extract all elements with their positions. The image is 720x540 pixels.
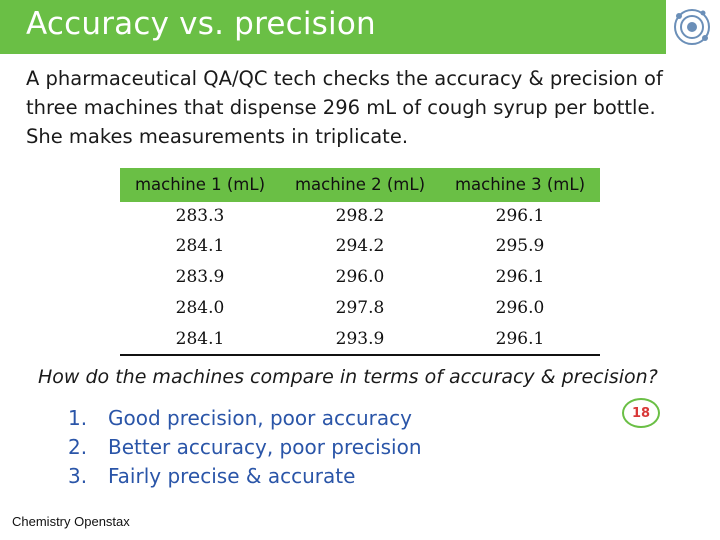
table-cell: 284.1: [175, 329, 225, 349]
answer-options-list: 1. Good precision, poor accuracy 2. Better…: [68, 404, 422, 491]
table-cell: 294.2: [335, 236, 385, 256]
table-header-bar: [120, 168, 600, 202]
title-bar: [0, 0, 666, 54]
page-number: 18: [631, 405, 651, 421]
question-text: How do the machines compare in terms of …: [38, 366, 658, 388]
table-cell: 296.0: [495, 298, 545, 318]
column-header-machine-3: machine 3 (mL): [454, 175, 586, 194]
table-bottom-rule: [120, 354, 600, 356]
column-header-machine-1: machine 1 (mL): [134, 175, 266, 194]
option-number: 1.: [68, 406, 88, 430]
answer-option-1[interactable]: 1. Good precision, poor accuracy: [68, 404, 422, 433]
table-cell: 283.9: [175, 267, 225, 287]
option-text: Good precision, poor accuracy: [108, 406, 412, 430]
option-text: Fairly precise & accurate: [108, 464, 356, 488]
slide-title: Accuracy vs. precision: [26, 6, 376, 42]
table-cell: 284.0: [175, 298, 225, 318]
column-header-machine-2: machine 2 (mL): [294, 175, 426, 194]
page-number-badge: 18: [622, 398, 660, 428]
table-cell: 284.1: [175, 236, 225, 256]
option-number: 3.: [68, 464, 88, 488]
table-cell: 283.3: [175, 206, 225, 226]
table-cell: 293.9: [335, 329, 385, 349]
option-number: 2.: [68, 435, 88, 459]
table-cell: 296.1: [495, 267, 545, 287]
answer-option-2[interactable]: 2. Better accuracy, poor precision: [68, 433, 422, 462]
table-cell: 296.0: [335, 267, 385, 287]
answer-option-3[interactable]: 3. Fairly precise & accurate: [68, 462, 422, 491]
table-cell: 297.8: [335, 298, 385, 318]
footer-source: Chemistry Openstax: [12, 514, 130, 529]
table-cell: 296.1: [495, 206, 545, 226]
table-cell: 298.2: [335, 206, 385, 226]
table-cell: 296.1: [495, 329, 545, 349]
atom-icon: [668, 0, 720, 54]
intro-paragraph: A pharmaceutical QA/QC tech checks the a…: [26, 67, 663, 148]
option-text: Better accuracy, poor precision: [108, 435, 422, 459]
table-cell: 295.9: [495, 236, 545, 256]
